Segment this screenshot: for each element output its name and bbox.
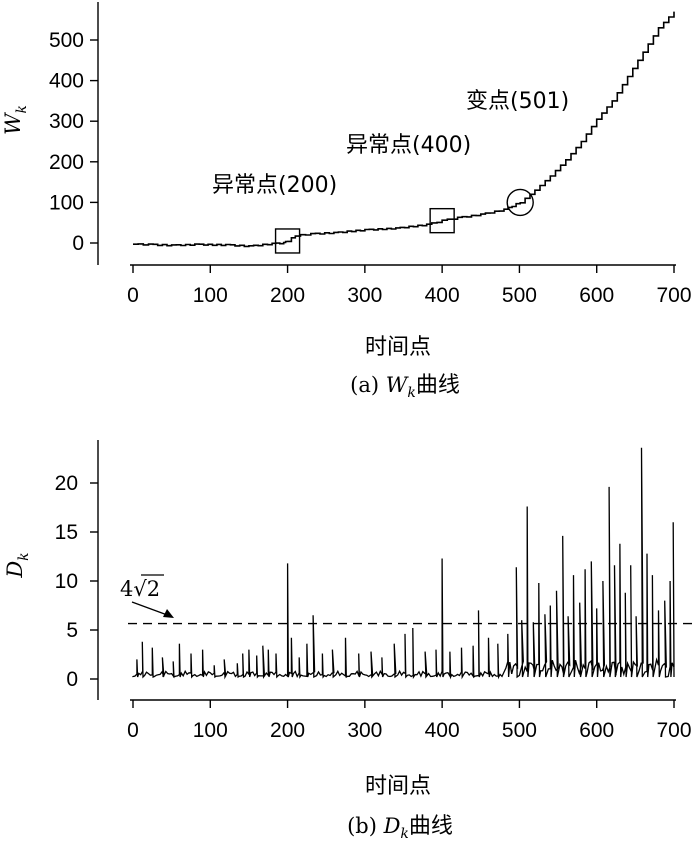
- x-tick-label: 600: [579, 284, 614, 307]
- annotation-square-marker: [429, 207, 455, 234]
- threshold-arrow: [131, 601, 171, 617]
- y-tick-label: 0: [66, 668, 78, 691]
- panel-b-caption: (b) Dk曲线: [347, 814, 453, 842]
- annotation-label: 异常点(200): [212, 173, 337, 198]
- x-tick-label: 600: [579, 719, 614, 742]
- y-tick-label: 15: [55, 521, 78, 544]
- annotation-circle-marker: [506, 188, 534, 217]
- y-tick-label: 400: [49, 70, 84, 93]
- y-tick-label: 300: [49, 110, 84, 133]
- panel-a-wk-line: [133, 11, 675, 248]
- x-tick-label: 100: [193, 719, 228, 742]
- panel-a-x-label: 时间点: [365, 335, 431, 360]
- x-tick-label: 400: [425, 719, 460, 742]
- y-tick-label: 10: [55, 570, 78, 593]
- x-tick-label: 200: [270, 719, 305, 742]
- x-tick-label: 500: [502, 719, 537, 742]
- x-tick-label: 700: [656, 284, 691, 307]
- annotation-label: 变点(501): [466, 89, 569, 114]
- panel-b-x-label: 时间点: [365, 774, 431, 799]
- annotation-label: 异常点(400): [346, 133, 471, 158]
- x-tick-label: 300: [347, 719, 382, 742]
- threshold-arrowhead: [163, 609, 174, 618]
- annotation-square-marker: [274, 228, 301, 254]
- y-tick-label: 20: [55, 472, 78, 495]
- y-tick-label: 0: [72, 232, 84, 255]
- y-tick-label: 100: [49, 191, 84, 214]
- panel-b-dk-curve: 0 5 10 15 20 0 100 200 300 400 500 600 700 4√2 Dk 时…: [3, 440, 694, 842]
- panel-b-dk-line: [132, 447, 675, 680]
- x-tick-label: 200: [270, 284, 305, 307]
- x-tick-label: 100: [193, 284, 228, 307]
- x-tick-label: 300: [347, 284, 382, 307]
- x-tick-label: 0: [127, 719, 139, 742]
- panel-b-threshold-annotation: 4√2: [120, 574, 174, 618]
- y-tick-label: 200: [49, 151, 84, 174]
- y-tick-label: 500: [49, 29, 84, 52]
- panel-b-y-label: Dk: [3, 552, 32, 578]
- panel-a-caption: (a) Wk曲线: [350, 373, 460, 401]
- y-tick-label: 5: [66, 619, 78, 642]
- x-tick-label: 700: [656, 719, 691, 742]
- x-tick-label: 500: [502, 284, 537, 307]
- threshold-label: 4√2: [120, 577, 160, 601]
- panel-a-y-label: Wk: [1, 105, 30, 135]
- x-tick-label: 0: [127, 284, 139, 307]
- x-tick-label: 400: [425, 284, 460, 307]
